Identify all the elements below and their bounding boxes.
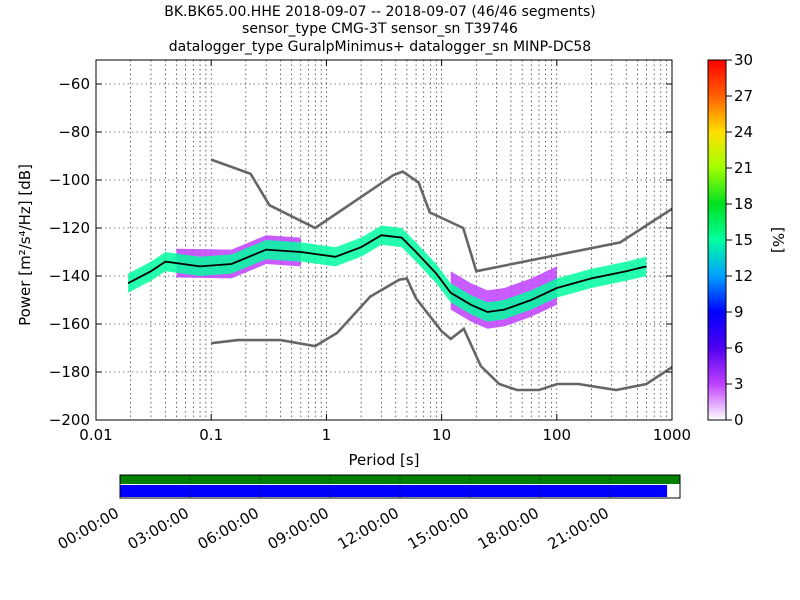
timeline-tick-label: 21:00:00 (545, 504, 612, 553)
colorbar-tick-label: 6 (734, 339, 744, 357)
colorbar-tick-label: 3 (734, 375, 744, 393)
colorbar-ticks: 0 3 6 9 12 15 18 21 24 27 30 (726, 51, 753, 429)
colorbar-tick-label: 18 (734, 195, 753, 213)
noise-model-low (211, 277, 672, 392)
chart-title-line-3: datalogger_type GuralpMinimus+ datalogge… (169, 39, 591, 55)
timeline-tick-label: 18:00:00 (475, 504, 542, 553)
y-tick-label: −140 (49, 267, 90, 285)
colorbar-tick-label: 30 (734, 51, 753, 69)
timeline-track-used (120, 485, 668, 497)
x-axis-label: Period [s] (348, 451, 419, 469)
noise-model-high (210, 158, 672, 273)
x-tick-label: 100 (542, 426, 571, 444)
x-tick-label: 1000 (653, 426, 691, 444)
colorbar-tick-label: 9 (734, 303, 744, 321)
timeline-tick-label: 12:00:00 (335, 504, 402, 553)
timeline-tick-label: 15:00:00 (405, 504, 472, 553)
chart-title-line-1: BK.BK65.00.HHE 2018-09-07 -- 2018-09-07 … (164, 4, 596, 20)
colorbar (707, 59, 727, 421)
colorbar-tick-label: 27 (734, 87, 753, 105)
y-tick-label: −120 (49, 219, 90, 237)
colorbar-tick-label: 15 (734, 231, 753, 249)
y-tick-label: −60 (58, 75, 90, 93)
x-tick-label: 1 (322, 426, 332, 444)
x-tick-label: 0.1 (199, 426, 223, 444)
timeline-tick-label: 09:00:00 (265, 504, 332, 553)
density-band (128, 225, 647, 322)
noise-model-lines (127, 158, 672, 392)
y-tick-label: −80 (58, 123, 90, 141)
colorbar-tick-label: 0 (734, 411, 744, 429)
y-tick-label: −160 (49, 315, 90, 333)
chart-title-line-2: sensor_type CMG-3T sensor_sn T39746 (242, 21, 518, 37)
colorbar-tick-label: 24 (734, 123, 753, 141)
y-tick-label: −180 (49, 363, 90, 381)
x-tick-label: 10 (432, 426, 451, 444)
timeline-tick-label: 00:00:00 (55, 504, 122, 553)
x-axis-ticks: 0.01 0.1 1 10 100 1000 (79, 60, 691, 444)
y-tick-label: −100 (49, 171, 90, 189)
timeline-tick-label: 06:00:00 (195, 504, 262, 553)
y-axis-label: Power [m²/s⁴/Hz] [dB] (16, 164, 34, 326)
colorbar-label: [%] (769, 227, 787, 253)
timeline-tick-label: 03:00:00 (125, 504, 192, 553)
psd-density-layer (128, 225, 647, 329)
mode-line (127, 234, 647, 313)
y-axis-ticks: −200 −180 −160 −140 −120 −100 −80 −60 (49, 75, 672, 429)
y-tick-label: −200 (49, 411, 90, 429)
x-tick-label: 0.01 (79, 426, 112, 444)
colorbar-tick-label: 21 (734, 159, 753, 177)
colorbar-tick-label: 12 (734, 267, 753, 285)
plot-frame (95, 59, 673, 421)
